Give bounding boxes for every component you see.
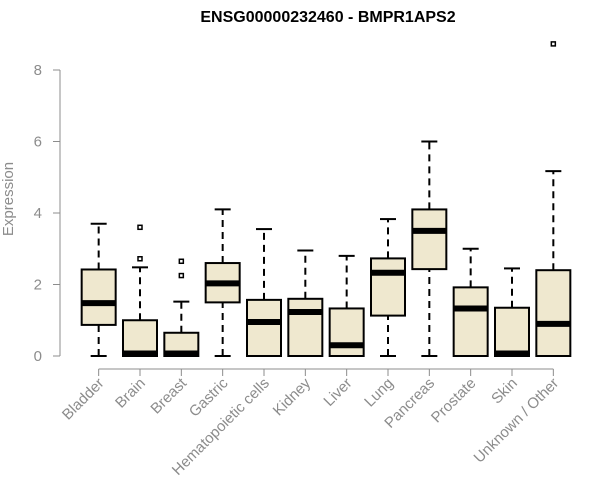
iqr-box <box>411 208 448 271</box>
iqr-box <box>287 297 324 357</box>
box-kidney <box>287 249 324 357</box>
box-brain <box>122 224 158 357</box>
x-tick-label: Brain <box>112 375 149 412</box>
iqr-box <box>452 286 489 357</box>
y-axis: 0 2 4 6 8 <box>34 62 61 365</box>
y-axis-label: Expression <box>0 162 17 236</box>
y-tick-label: 6 <box>34 134 42 151</box>
x-tick-label: Lung <box>361 375 397 411</box>
iqr-box <box>80 268 117 326</box>
x-tick-label: Bladder <box>59 375 108 424</box>
box-liver <box>328 254 365 358</box>
box-lung <box>370 218 406 357</box>
x-tick-label: Prostate <box>428 375 480 427</box>
box-unknown-other <box>535 41 572 358</box>
iqr-box <box>328 307 365 358</box>
iqr-box <box>246 298 282 357</box>
outlier-point <box>137 224 143 231</box>
iqr-box <box>535 269 572 358</box>
x-tick-label: Liver <box>320 375 355 410</box>
y-tick-label: 4 <box>34 205 42 222</box>
outlier-point <box>178 258 185 265</box>
y-tick-label: 2 <box>34 277 42 294</box>
y-tick-label: 8 <box>34 62 42 79</box>
outlier-point <box>137 256 143 262</box>
iqr-box <box>122 319 158 357</box>
box-bladder <box>80 222 117 357</box>
box-hematopoietic-cells <box>246 228 282 357</box>
boxes <box>80 41 572 358</box>
chart-title: ENSG00000232460 - BMPR1APS2 <box>200 9 455 26</box>
outlier-point <box>550 41 557 47</box>
box-breast <box>163 258 200 358</box>
x-tick-label: Breast <box>147 374 190 417</box>
box-prostate <box>452 247 489 357</box>
box-pancreas <box>411 140 448 357</box>
iqr-box <box>494 306 530 357</box>
x-tick-label: Kidney <box>270 374 315 419</box>
box-skin <box>494 267 530 357</box>
x-tick-label: Skin <box>488 375 521 408</box>
iqr-box <box>370 257 406 317</box>
y-tick-label: 0 <box>34 348 42 365</box>
box-gastric <box>204 208 241 357</box>
outlier-point <box>178 272 185 279</box>
